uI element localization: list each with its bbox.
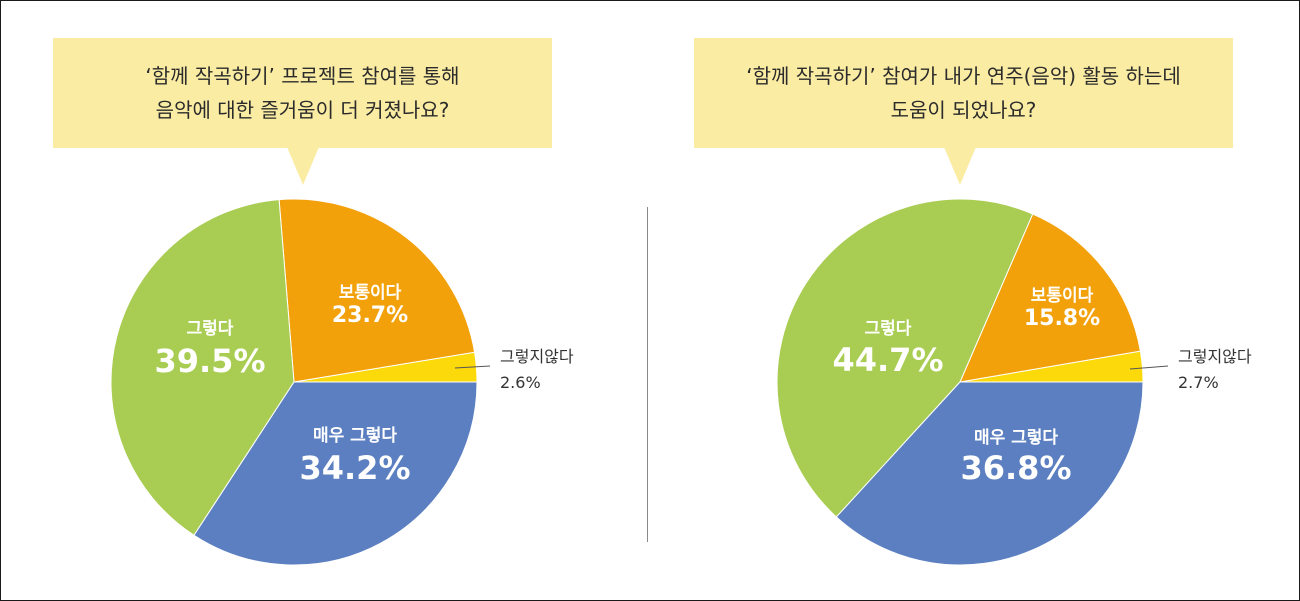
slice-value-outside: 2.7% [1178, 373, 1219, 392]
question-2-line-2: 도움이 되었나요? [890, 98, 1037, 122]
slice-label-4: 매우 그렇다 [313, 426, 397, 446]
slice-value-3: 39.5% [154, 342, 265, 380]
bubble-tail-1 [287, 147, 319, 185]
slice-label-outside: 그렇지않다 [1178, 347, 1252, 366]
pie-slice-4 [835, 381, 1144, 566]
chart-panel-1: ‘함께 작곡하기’ 프로젝트 참여를 통해 음악에 대한 즐거움이 더 커졌나요… [53, 38, 574, 566]
bubble-tail-2 [944, 147, 976, 185]
question-bubble-1: ‘함께 작곡하기’ 프로젝트 참여를 통해 음악에 대한 즐거움이 더 커졌나요… [53, 38, 552, 148]
panel-divider [647, 207, 648, 542]
chart-panel-2: ‘함께 작곡하기’ 참여가 내가 연주(음악) 활동 하는데 도움이 되었나요?… [650, 0, 1300, 601]
pie-slice-2 [959, 213, 1141, 383]
question-bubble-2: ‘함께 작곡하기’ 참여가 내가 연주(음악) 활동 하는데 도움이 되었나요? [694, 38, 1233, 148]
slice-value-4: 36.8% [960, 449, 1071, 487]
slice-value-outside: 2.6% [500, 373, 541, 392]
question-1-line-2: 음악에 대한 즐거움이 더 커졌나요? [155, 98, 450, 122]
slice-label-3: 그렇다 [865, 319, 912, 339]
leader-line [1129, 365, 1169, 370]
leader-line [454, 365, 491, 369]
question-1-line-1: ‘함께 작곡하기’ 프로젝트 참여를 통해 [145, 64, 460, 88]
slice-value-2: 15.8% [1024, 306, 1100, 331]
slice-label-outside: 그렇지않다 [500, 347, 574, 366]
slice-label-2: 보통이다 [1031, 286, 1094, 306]
pie-slice-4 [193, 381, 478, 566]
pie-slice-3 [776, 198, 1034, 518]
slice-label-4: 매우 그렇다 [974, 428, 1058, 448]
slice-label-2: 보통이다 [339, 283, 402, 303]
question-2-line-1: ‘함께 작곡하기’ 참여가 내가 연주(음악) 활동 하는데 [746, 64, 1181, 88]
slice-label-3: 그렇다 [187, 319, 234, 339]
slice-value-4: 34.2% [299, 449, 410, 487]
pie-slice-2 [278, 198, 476, 383]
slice-value-3: 44.7% [832, 341, 943, 379]
slice-value-2: 23.7% [332, 303, 408, 328]
